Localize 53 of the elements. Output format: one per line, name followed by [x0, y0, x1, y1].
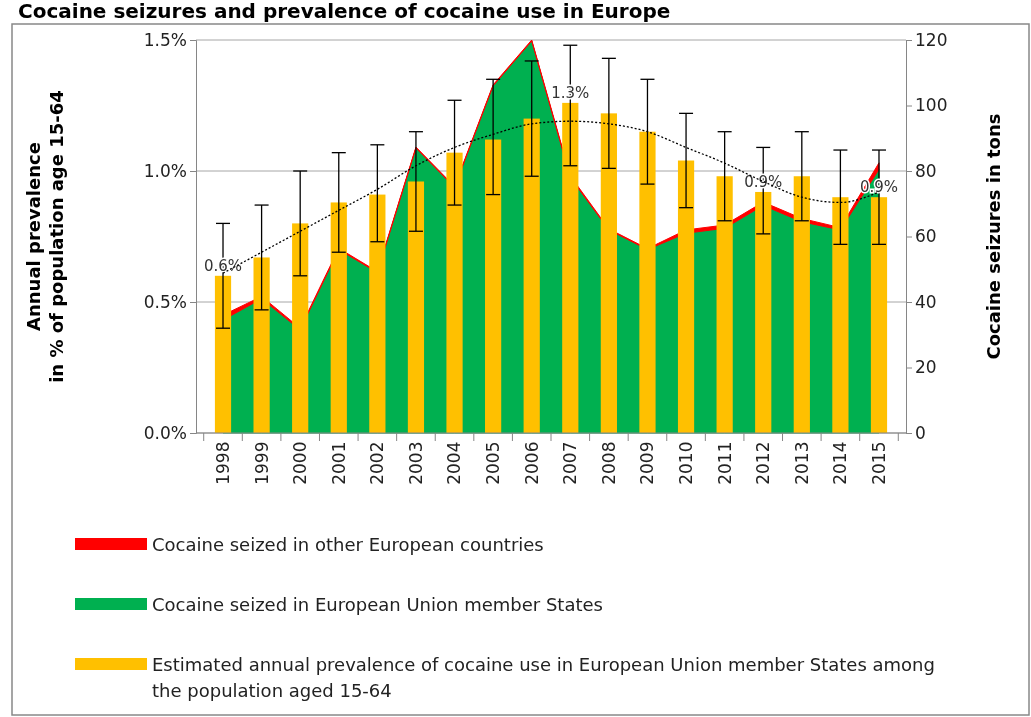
legend-label: Cocaine seized in other European countries	[152, 534, 544, 555]
x-tick-label: 2005	[483, 441, 504, 485]
bar	[716, 176, 733, 433]
y-axis-title: Annual prevalence in % of population age 15-64	[23, 90, 67, 383]
bar	[292, 223, 309, 433]
legend-label: Cocaine seized in European Union member States	[152, 594, 603, 615]
legend-label: Estimated annual prevalence of cocaine use in European Union member States among the population aged 15-64	[152, 654, 935, 702]
y2-tick-label: 100	[915, 95, 948, 116]
bar	[253, 257, 270, 433]
bar	[485, 139, 502, 433]
x-tick-label: 2004	[444, 441, 465, 485]
bar	[407, 181, 425, 433]
y2-tick-label: 60	[915, 226, 937, 247]
y-tick-label: 1.0%	[143, 160, 187, 181]
x-tick-label: 1998	[212, 441, 233, 485]
x-tick-label: 2011	[714, 441, 735, 485]
x-tick-label: 2014	[830, 441, 851, 485]
y2-axis-title: Cocaine seizures in tons	[983, 113, 1004, 360]
bar	[677, 160, 695, 433]
bar	[330, 202, 347, 433]
bar	[755, 191, 772, 433]
y-tick-label: 0.0%	[143, 422, 187, 443]
x-tick-label: 2012	[753, 441, 774, 485]
y2-tick-label: 40	[915, 291, 937, 312]
bar	[639, 131, 656, 433]
bar	[446, 152, 463, 433]
bar	[214, 275, 232, 433]
y2-tick-label: 120	[915, 29, 948, 50]
y-tick-label: 0.5%	[143, 291, 187, 312]
y-tick-label: 1.5%	[143, 29, 187, 50]
x-tick-label: 2010	[676, 441, 696, 485]
x-tick-label: 2007	[560, 441, 581, 485]
x-tick-label: 2000	[290, 441, 311, 485]
bar	[523, 118, 540, 433]
bar	[369, 194, 386, 433]
x-tick-label: 2015	[868, 441, 889, 485]
y2-tick-label: 0	[915, 422, 926, 443]
y2-tick-label: 80	[915, 160, 937, 181]
x-tick-label: 2003	[405, 441, 426, 485]
x-tick-label: 2001	[328, 441, 349, 485]
bar	[562, 102, 579, 433]
bar	[793, 176, 810, 433]
x-tick-label: 2006	[521, 441, 542, 485]
bar	[870, 197, 888, 433]
x-tick-label: 1999	[251, 441, 272, 485]
x-tick-label: 2008	[598, 441, 619, 485]
x-tick-label: 2013	[791, 441, 812, 485]
x-tick-label: 2002	[367, 441, 388, 485]
x-tick-label: 2009	[637, 441, 658, 485]
bar	[600, 113, 617, 433]
chart-title: Cocaine seizures and prevalence of cocaine use in Europe	[18, 0, 671, 23]
bar	[832, 197, 849, 433]
y2-tick-label: 20	[915, 357, 937, 378]
